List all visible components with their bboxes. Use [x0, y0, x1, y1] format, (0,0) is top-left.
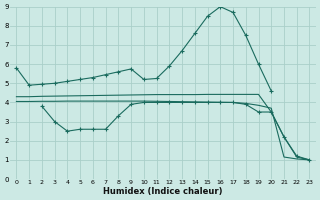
X-axis label: Humidex (Indice chaleur): Humidex (Indice chaleur): [103, 187, 223, 196]
